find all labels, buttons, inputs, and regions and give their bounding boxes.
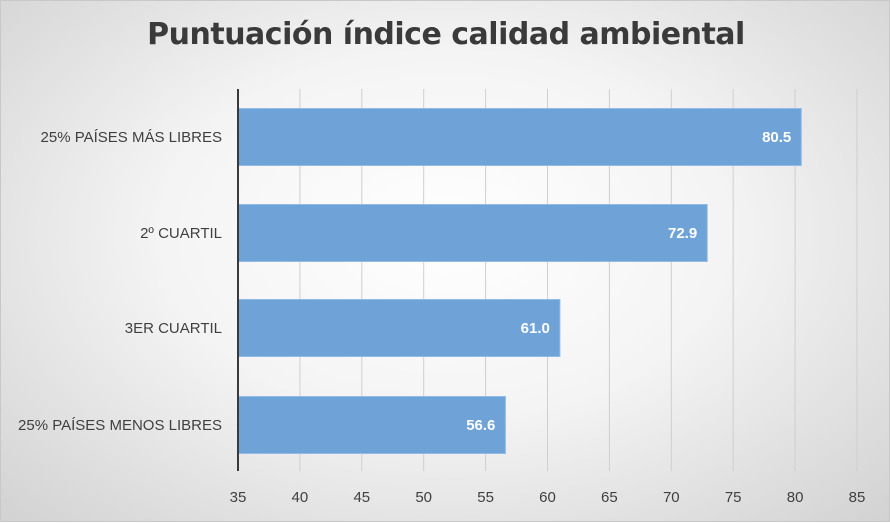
data-label: 61.0 xyxy=(521,320,550,337)
x-tick-label: 50 xyxy=(415,489,432,506)
category-label: 25% PAÍSES MÁS LIBRES xyxy=(41,129,222,146)
data-label: 80.5 xyxy=(762,129,791,146)
x-tick-label: 45 xyxy=(353,489,370,506)
x-tick-label: 60 xyxy=(539,489,556,506)
bar xyxy=(237,299,561,357)
x-tick-label: 80 xyxy=(787,489,804,506)
category-label: 25% PAÍSES MENOS LIBRES xyxy=(18,417,222,434)
x-tick-label: 70 xyxy=(663,489,680,506)
x-tick-label: 65 xyxy=(601,489,618,506)
x-tick-label: 40 xyxy=(292,489,309,506)
bar xyxy=(237,204,708,262)
chart-title: Puntuación índice calidad ambiental xyxy=(147,17,745,52)
x-tick-label: 85 xyxy=(849,489,866,506)
bar xyxy=(237,396,506,454)
category-label: 2º CUARTIL xyxy=(140,225,222,242)
data-label: 72.9 xyxy=(668,225,697,242)
data-label: 56.6 xyxy=(466,417,495,434)
x-tick-label: 35 xyxy=(230,489,247,506)
x-tick-label: 55 xyxy=(477,489,494,506)
bar xyxy=(237,108,802,166)
category-label: 3ER CUARTIL xyxy=(125,320,222,337)
x-tick-label: 75 xyxy=(725,489,742,506)
